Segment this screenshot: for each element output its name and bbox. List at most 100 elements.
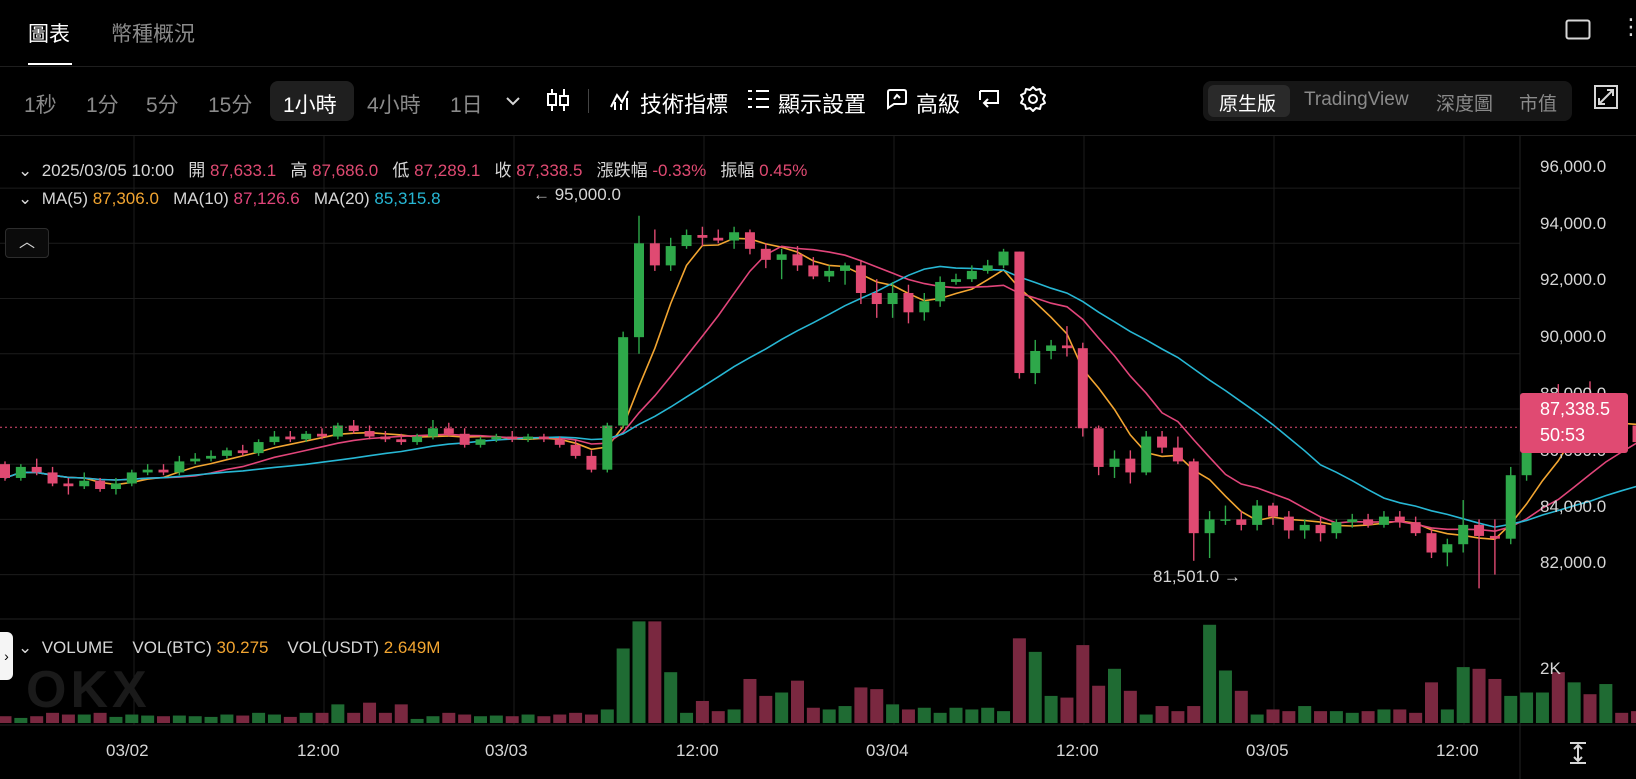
window-icon[interactable] [1565,19,1591,41]
view-native[interactable]: 原生版 [1219,94,1277,115]
advanced-button[interactable]: 高級 [916,92,961,117]
fullscreen-icon[interactable] [1593,84,1619,110]
candle-body [412,436,423,443]
volume-bar [299,712,313,723]
candle-body [649,243,660,266]
view-market-cap[interactable]: 市值 [1519,94,1558,115]
volume-bar [188,716,202,723]
volume-bar [1329,711,1343,723]
gear-icon[interactable] [1019,85,1047,113]
view-tradingview[interactable]: TradingView [1304,89,1409,110]
vol-btc-label: VOL(BTC) [132,638,212,657]
candle-body [190,458,201,462]
volume-bar [1234,690,1248,723]
candle-body [206,455,217,459]
volume-bar [521,714,535,723]
more-icon[interactable]: ⋮ [1620,14,1636,39]
volume-chevron-icon[interactable]: ⌄ [18,638,33,657]
volume-bar [806,707,820,723]
tab-overview[interactable]: 幣種概況 [111,23,195,46]
candle-body [935,281,946,302]
volume-bar [1298,706,1312,723]
price-axis-label: 94,000.0 [1540,214,1607,233]
candle-body [554,439,565,445]
candle-body [317,433,327,437]
candle-body [1141,436,1152,473]
ohlc-chevron-icon[interactable]: ⌄ [18,161,33,180]
candlestick-type-icon[interactable] [546,87,570,113]
volume-bar [1250,714,1264,723]
interval-1h[interactable]: 1小時 [283,94,337,117]
candle-body [570,444,581,456]
volume-bar [283,716,297,723]
side-panel-handle[interactable]: › [0,632,13,680]
price-axis-label: 82,000.0 [1540,553,1607,572]
ma-info: ⌄ MA(5) 87,306.0 MA(10) 87,126.6 MA(20) … [18,189,441,209]
fit-scale-icon[interactable] [1568,741,1588,765]
interval-1s[interactable]: 1秒 [24,94,57,117]
volume-bar [648,621,662,723]
candle-body [15,466,26,478]
candles [0,215,1636,589]
close-label: 收 [494,161,512,180]
price-chart[interactable] [0,136,1636,779]
candle-countdown: 50:53 [1540,425,1586,445]
volume-bar [775,692,789,723]
indicators-button[interactable]: 技術指標 [640,92,729,117]
volume-bar [949,707,963,723]
volume-bar [1108,668,1121,723]
volume-bar [1092,685,1106,723]
interval-1d[interactable]: 1日 [450,94,483,117]
interval-active-bg [270,81,354,121]
interval-5m[interactable]: 5分 [146,94,179,117]
candle-body [1458,524,1469,545]
volume-label: VOLUME [41,638,114,657]
volume-bar [616,648,630,723]
candle-body [427,428,438,437]
candle-body [31,466,42,473]
interval-4h[interactable]: 4小時 [367,94,421,117]
time-axis-label: 03/05 [1246,741,1289,760]
volume-bar [1314,711,1328,723]
interval-15m[interactable]: 15分 [208,94,253,117]
advanced-icon [887,89,907,110]
ma10-value: 87,126.6 [233,189,300,208]
volume-bar [917,707,931,723]
view-active-bg [1208,85,1290,117]
candle-body [871,292,882,305]
collapse-indicators-button[interactable]: ︿ [5,228,49,258]
replay-icon[interactable] [977,87,1001,111]
candle-body [618,337,629,426]
candle-body [1331,522,1342,534]
tab-chart[interactable]: 圖表 [28,23,70,46]
volume-bar [267,714,281,723]
volume-bar [584,714,598,723]
ma-chevron-icon[interactable]: ⌄ [18,189,33,208]
volume-bar [791,680,804,723]
volume-bar [886,704,900,723]
current-price-value: 87,338.5 [1540,399,1611,419]
candle-body [380,436,391,440]
volume-bar [1361,711,1375,723]
volume-bar [1567,682,1581,723]
display-settings-button[interactable]: 顯示設置 [778,92,867,117]
view-depth[interactable]: 深度圖 [1436,94,1494,115]
volume-bar [236,715,250,723]
candle-body [1046,345,1057,351]
candle-body [776,254,787,260]
price-axis-label: 90,000.0 [1540,327,1607,346]
candle-body [158,469,169,473]
volume-bar [1583,694,1597,723]
top-tabs: 圖表 幣種概況 ⋮ [0,0,1636,67]
vol-usdt-label: VOL(USDT) [287,638,380,657]
volume-bar [315,712,329,723]
volume-bar [1456,667,1470,723]
candle-body [808,265,819,277]
candle-body [79,480,90,487]
candle-body [903,292,914,313]
volume-bar [870,689,884,723]
candle-body [951,279,961,282]
chevron-down-icon[interactable] [505,95,521,107]
volume-bar [569,712,583,723]
interval-1m[interactable]: 1分 [86,94,119,117]
